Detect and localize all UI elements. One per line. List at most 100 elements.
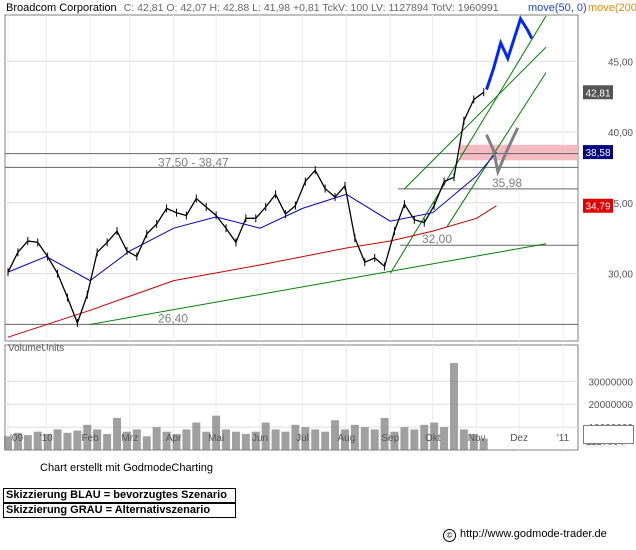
- x-tick-label: Aug: [337, 433, 355, 444]
- volume-bar: [222, 429, 231, 450]
- price-tag-label: 42,81: [585, 88, 610, 99]
- volume-bar: [321, 431, 330, 450]
- level-label: 35,98: [492, 176, 522, 190]
- source-url-text[interactable]: http://www.godmode-trader.de: [460, 528, 607, 540]
- x-tick-label: Nov: [468, 433, 486, 444]
- volume-bar: [291, 424, 300, 450]
- volume-bar: [103, 433, 112, 450]
- x-tick-label: Jul: [296, 433, 309, 444]
- volume-bar: [202, 431, 211, 450]
- volume-bar: [360, 427, 369, 450]
- price-tag-label: 34,79: [585, 202, 610, 213]
- x-tick-label: '09: [10, 433, 23, 444]
- volume-bar: [400, 427, 409, 450]
- trendline: [404, 46, 547, 190]
- volume-bar: [440, 427, 449, 450]
- volume-bar: [380, 417, 389, 450]
- volume-bar: [63, 432, 72, 450]
- price-tag-bg: [583, 198, 613, 213]
- volume-bar: [311, 429, 320, 450]
- trendline: [389, 15, 547, 274]
- price-tick-label: 40,00: [608, 128, 633, 139]
- legend-ma-slow: move(200, 0): [588, 2, 636, 14]
- volume-bar: [459, 429, 468, 450]
- x-tick-label: Jun: [252, 433, 268, 444]
- volume-bar: [301, 427, 310, 450]
- volume-bar: [23, 435, 32, 450]
- horizontal-levels: 37,50 - 38,47 35,98 32,00 26,40: [5, 153, 578, 325]
- resistance-zone: [460, 144, 578, 161]
- price-tag-label: 38,58: [585, 148, 610, 159]
- volume-bar: [212, 415, 221, 450]
- price-tag-bg: [583, 145, 613, 160]
- volume-bar: [449, 363, 458, 450]
- x-tick-label: Mrz: [121, 433, 138, 444]
- x-tick-label: Dez: [510, 433, 528, 444]
- scenario-grey: [485, 127, 520, 177]
- x-tick-label: Sep: [381, 433, 399, 444]
- volume-bar: [43, 433, 52, 450]
- x-tick-label: '10: [40, 433, 53, 444]
- price-series: [7, 88, 485, 328]
- volume-bar: [152, 427, 161, 450]
- trendline: [446, 72, 547, 228]
- volume-bar: [231, 431, 240, 450]
- price-tag-bg: [583, 85, 613, 100]
- chart-resize-button[interactable]: [583, 425, 634, 444]
- volume-bars: [4, 363, 488, 450]
- resistance-zone-rect: [460, 144, 578, 161]
- volume-bar: [132, 429, 141, 450]
- volume-bar: [142, 436, 151, 450]
- volume-bar: [13, 432, 22, 450]
- volume-bar: [261, 422, 270, 450]
- price-tick-label: 45,00: [608, 57, 633, 68]
- volume-bar: [390, 431, 399, 450]
- volume-bar: [479, 438, 488, 450]
- chart-title: Broadcom Corporation C: 42,81 O: 42,07 H…: [6, 2, 499, 14]
- price-last-labels: 42,81 38,58 34,79: [583, 85, 613, 213]
- volume-bar: [4, 436, 12, 450]
- volume-bar: [93, 429, 102, 450]
- copyright-icon: ©: [443, 529, 456, 542]
- source-url[interactable]: © http://www.godmode-trader.de: [443, 528, 607, 542]
- volume-bar: [122, 431, 131, 450]
- trendlines: [90, 15, 547, 325]
- level-label: 26,40: [158, 311, 188, 325]
- level-label: 32,00: [422, 232, 452, 246]
- volume-bar: [33, 431, 42, 450]
- volume-bar: [251, 431, 260, 450]
- volume-tick-label: 20000000: [589, 400, 634, 411]
- legend-grey-scenario: Skizzierung GRAU = Alternativszenario: [3, 503, 236, 518]
- volume-bar: [430, 422, 439, 450]
- legend-blue-scenario: Skizzierung BLAU = bevorzugtes Szenario: [3, 488, 236, 503]
- volume-bar: [192, 422, 201, 450]
- trendline: [90, 243, 547, 325]
- legend-ma-fast: move(50, 0): [528, 2, 587, 14]
- x-tick-label: Apr: [166, 433, 182, 444]
- price-plot-frame: [4, 14, 579, 342]
- ma200-line: [7, 205, 497, 338]
- volume-bar: [469, 433, 478, 450]
- volume-bar: [281, 431, 290, 450]
- scenario-blue: [485, 15, 534, 91]
- volume-tick-label: 30000000: [589, 377, 634, 388]
- price-tick-label: 35,00: [608, 199, 633, 210]
- x-tick-label: Mai: [208, 433, 224, 444]
- price-tick-label: 30,00: [608, 270, 633, 281]
- scenario-sketches: [485, 15, 534, 177]
- chart-credit: Chart erstellt mit GodmodeCharting: [40, 462, 214, 474]
- volume-title: VolumeUnits: [8, 343, 64, 354]
- volume-bar: [162, 431, 171, 450]
- volume-bar: [172, 433, 181, 450]
- price-y-axis: 30,00 35,00 40,00 45,00: [608, 57, 633, 280]
- volume-bar: [350, 424, 359, 450]
- volume-bar: [271, 429, 280, 450]
- volume-bar: [73, 430, 82, 450]
- volume-bar: [241, 433, 250, 450]
- volume-bar: [331, 420, 340, 450]
- volume-bar: [83, 424, 92, 450]
- x-tick-label: Okt: [425, 433, 441, 444]
- volume-bar: [340, 429, 349, 450]
- volume-bar: [182, 429, 191, 450]
